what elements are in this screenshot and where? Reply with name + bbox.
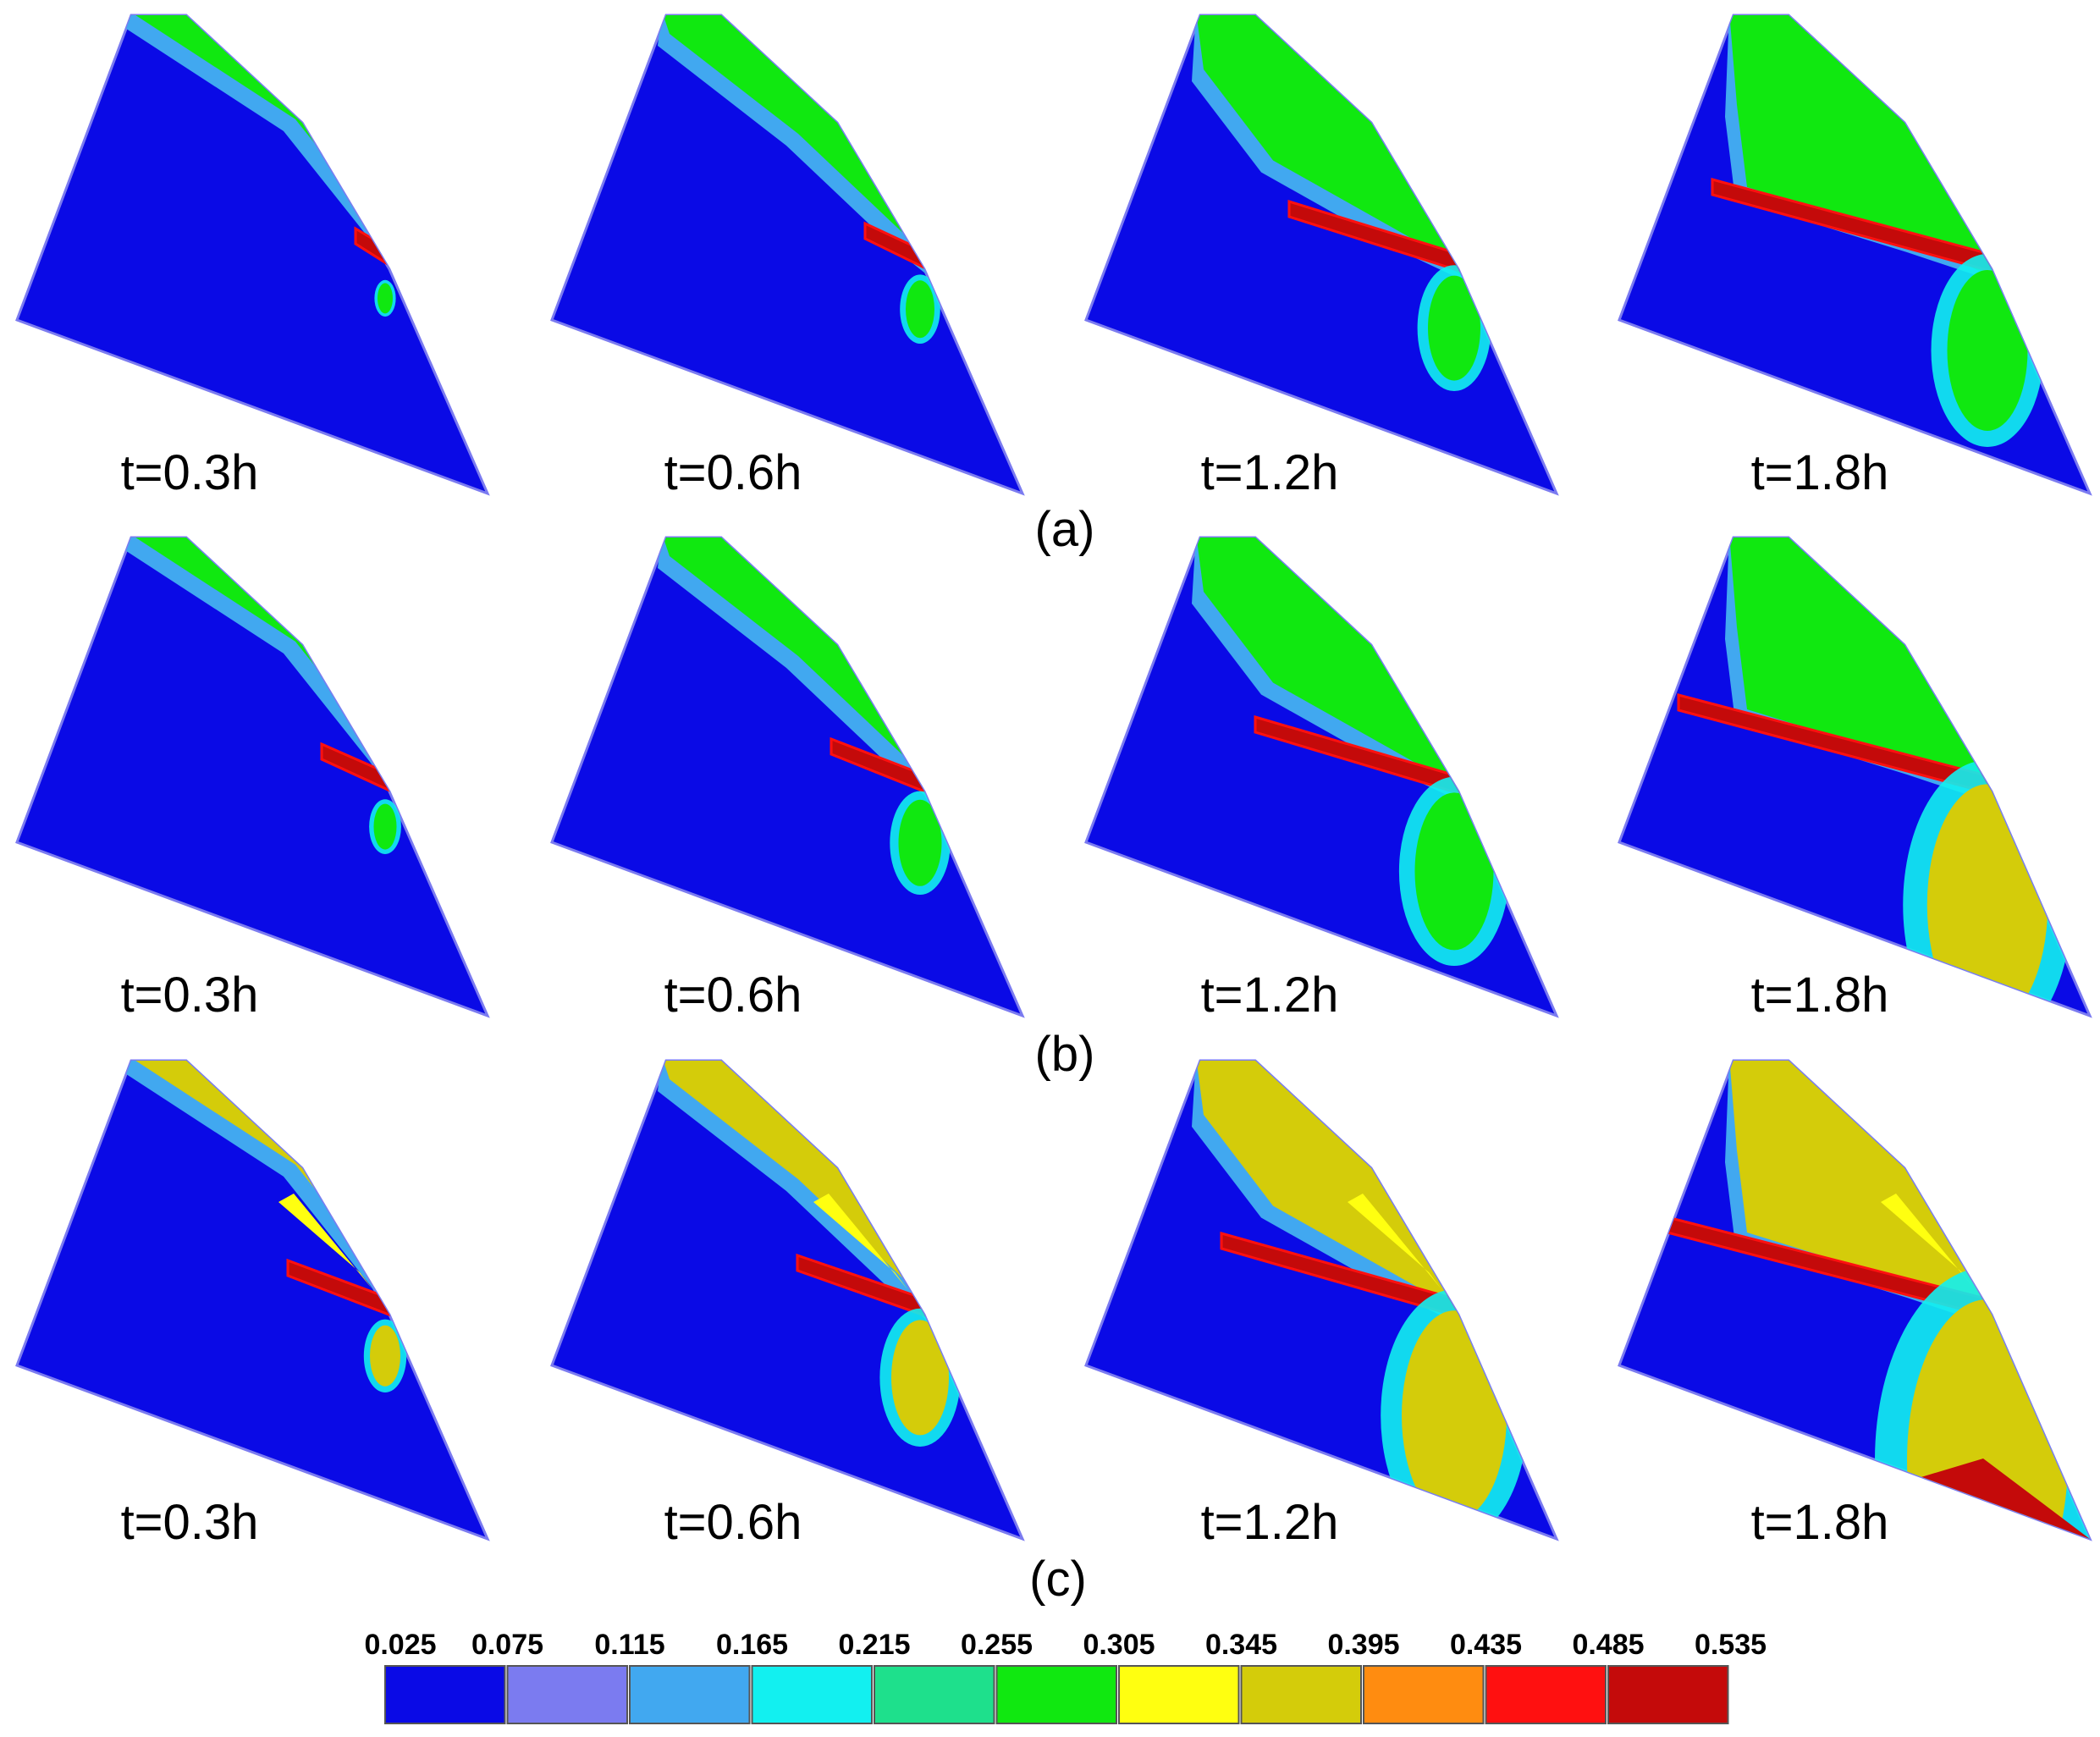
panel: t=0.3h [15,1059,490,1550]
plume-core [373,803,397,850]
legend-tick-label: 0.165 [716,1629,788,1661]
legend-tick-label: 0.305 [1083,1629,1155,1661]
legend-swatch [384,1665,506,1724]
time-label: t=1.2h [1201,1495,1339,1550]
time-label: t=0.6h [664,445,802,500]
plume-core [1402,1310,1507,1521]
panel: t=0.3h [15,14,490,500]
legend-tick-label: 0.535 [1695,1629,1767,1661]
toe-saturation [1899,1459,2090,1539]
row-labels: (a) (b) (c) [1029,502,1094,1607]
wetted-zone [1196,538,1475,808]
time-label: t=1.2h [1201,445,1339,500]
wetted-zone [1196,15,1475,286]
contour-layers [1192,1061,1528,1539]
time-label: t=0.3h [121,968,259,1023]
legend-swatch [995,1665,1117,1724]
plume-core [378,283,393,314]
panel: t=0.6h [550,1059,1025,1550]
row-c: t=0.3h t=0.6h t=1.2h t=1.8h [15,1059,2092,1550]
front-band [278,1194,372,1289]
contour-layers [658,538,951,895]
legend-swatch [1240,1665,1362,1724]
time-label: t=1.8h [1751,445,1889,500]
plume-core [1926,784,2048,1016]
legend-tick-label: 0.435 [1450,1629,1522,1661]
contour-layers [1192,538,1510,966]
wetting-fringe [658,15,941,286]
panel: t=1.8h [1618,1059,2092,1550]
plume-core [1428,275,1480,381]
front-band [1348,1194,1441,1289]
time-label: t=0.3h [121,445,259,500]
row-b: t=0.3h t=0.6h t=1.2h t=1.8h [15,536,2092,1023]
panel: t=0.6h [550,536,1025,1023]
legend-tick-label: 0.255 [961,1629,1033,1661]
wetting-fringe [123,538,406,808]
row-a: t=0.3h t=0.6h t=1.2h t=1.8h [15,14,2092,500]
time-label: t=0.3h [121,1495,259,1550]
plume-core [898,799,942,886]
panel: t=0.6h [550,14,1025,500]
panel: t=1.2h [1084,536,1559,1023]
legend-swatch [629,1665,751,1724]
legend-tick-label: 0.025 [364,1629,436,1661]
legend-tick-label: 0.215 [838,1629,910,1661]
wetted-zone [662,15,941,286]
row-label: (a) [1035,502,1095,557]
wetted-zone [1729,15,2009,286]
time-label: t=1.8h [1751,968,1889,1023]
wetted-zone [662,1061,941,1332]
panel: t=0.3h [15,536,490,1023]
wetting-fringe [658,1061,941,1332]
row-label: (b) [1035,1027,1095,1082]
wetted-zone [1729,538,2009,808]
wetting-fringe [658,538,941,808]
time-label: t=0.6h [664,968,802,1023]
front-band [1881,1194,1975,1289]
legend-swatch [751,1665,873,1724]
contour-layers [1711,15,2044,447]
panel: t=1.8h [1618,14,2092,500]
contour-panels: t=0.3h t=0.6h t=1.2h t=1.8h t=0.3h t=0.6h t=1.… [15,14,2092,1550]
plume-core [370,1325,400,1387]
legend-tick-label: 0.115 [594,1629,664,1661]
legend-swatch [1607,1665,1729,1724]
wetted-zone [662,538,941,808]
legend-tick-label: 0.075 [471,1629,543,1661]
contour-layers [123,1061,408,1393]
plume-core [1907,1299,2068,1539]
wetted-zone [1196,1061,1475,1332]
panel: t=1.2h [1084,14,1559,500]
plume-core [891,1320,949,1436]
legend-tick-label: 0.345 [1205,1629,1277,1661]
panel: t=1.2h [1084,1059,1559,1550]
legend-swatch [1485,1665,1607,1724]
panel: t=1.8h [1618,536,2092,1023]
legend-swatch [1118,1665,1240,1724]
legend-swatch [506,1665,628,1724]
time-label: t=1.8h [1751,1495,1889,1550]
legend-swatch [874,1665,995,1724]
time-label: t=1.2h [1201,968,1339,1023]
plume-core [1947,270,2028,431]
time-label: t=0.6h [664,1495,802,1550]
wetted-zone [1729,1061,2009,1332]
plume-core [906,280,934,339]
color-legend: 0.025 0.075 0.115 0.165 0.215 0.255 0.305 0.345… [364,1629,1767,1724]
plume-core [1414,792,1494,951]
legend-tick-label: 0.485 [1572,1629,1644,1661]
row-label: (c) [1029,1552,1087,1607]
front-band [813,1194,907,1289]
wetting-fringe [123,1061,406,1332]
legend-tick-label: 0.395 [1327,1629,1399,1661]
legend-swatch [1363,1665,1485,1724]
wetting-fringe [123,15,406,286]
